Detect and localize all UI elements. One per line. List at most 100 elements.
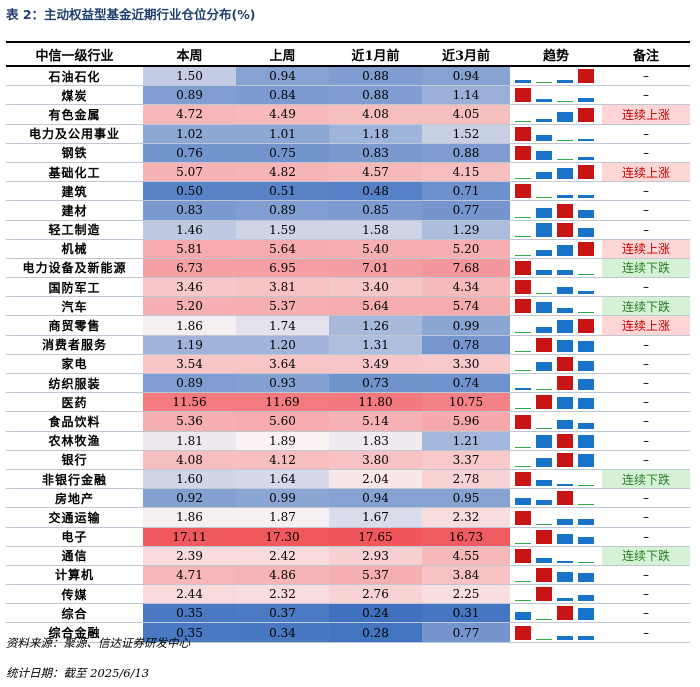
- trend-bar: [515, 216, 531, 218]
- table-row: 传媒 2.44 2.32 2.76 2.25 –: [6, 584, 690, 605]
- trend-sparkline: [510, 507, 602, 528]
- trend-bar: [578, 340, 594, 352]
- industry-name: 家电: [6, 354, 143, 375]
- trend-sparkline: [510, 603, 602, 624]
- trend-bar: [557, 560, 573, 563]
- trend-bar: [515, 299, 531, 314]
- trend-bar: [536, 249, 552, 256]
- industry-name: 传媒: [6, 584, 143, 605]
- value-last-week: 17.30: [236, 527, 329, 547]
- trend-bar: [557, 534, 573, 544]
- trend-sparkline: [510, 162, 602, 183]
- trend-bar: [557, 396, 573, 410]
- value-3-months-ago: 4.34: [422, 277, 510, 298]
- table-row: 机械 5.81 5.64 5.40 5.20 连续上涨: [6, 239, 690, 259]
- note-cell: –: [602, 200, 690, 221]
- trend-bar: [557, 320, 573, 333]
- trend-bar: [578, 209, 594, 218]
- value-last-week: 2.42: [236, 546, 329, 566]
- trend-bar: [557, 491, 573, 506]
- table-row: 石油石化 1.50 0.94 0.88 0.94–: [6, 66, 690, 87]
- trend-bar: [515, 414, 531, 429]
- industry-name: 银行: [6, 450, 143, 470]
- industry-name: 农林牧渔: [6, 431, 143, 451]
- value-last-week: 2.32: [236, 584, 329, 605]
- trend-bar: [515, 370, 531, 371]
- industry-name: 纺织服装: [6, 373, 143, 394]
- trend-bar: [578, 453, 594, 467]
- trend-bar: [578, 504, 594, 506]
- industry-name: 石油石化: [6, 66, 143, 87]
- trend-bar: [578, 107, 594, 122]
- table-row: 电力设备及新能源 6.73 6.95 7.01 7.68 连续下跌: [6, 258, 690, 279]
- value-this-week: 0.35: [143, 603, 236, 624]
- trend-sparkline: [510, 622, 602, 643]
- trend-sparkline: [510, 392, 602, 413]
- trend-bar: [557, 483, 573, 487]
- trend-bar: [536, 82, 552, 84]
- industry-name: 国防军工: [6, 277, 143, 298]
- table-row: 商贸零售 1.86 1.74 1.26 0.99 连续上涨: [6, 315, 690, 336]
- value-1-month-ago: 3.80: [329, 450, 422, 470]
- trend-bar: [557, 606, 573, 621]
- table-caption: 表 2：主动权益型基金近期行业仓位分布(%): [6, 7, 256, 22]
- value-3-months-ago: 3.37: [422, 450, 510, 470]
- trend-bar: [536, 619, 552, 621]
- value-last-week: 4.82: [236, 162, 329, 183]
- value-1-month-ago: 0.88: [329, 85, 422, 106]
- value-last-week: 3.64: [236, 354, 329, 375]
- table-row: 通信 2.39 2.42 2.93 4.55 连续下跌: [6, 546, 690, 566]
- value-last-week: 1.59: [236, 220, 329, 240]
- trend-bar: [557, 287, 573, 295]
- trend-bar: [515, 280, 531, 295]
- trend-bar: [515, 184, 531, 199]
- note-cell: 连续上涨: [602, 239, 690, 259]
- value-this-week: 1.86: [143, 507, 236, 528]
- trend-bar: [536, 529, 552, 544]
- trend-bar: [557, 419, 573, 429]
- trend-bar: [515, 235, 531, 237]
- trend-bar: [557, 222, 573, 237]
- value-1-month-ago: 3.49: [329, 354, 422, 375]
- note-cell: –: [602, 603, 690, 624]
- trend-bar: [536, 223, 552, 237]
- value-3-months-ago: 3.84: [422, 565, 510, 586]
- trend-bar: [536, 568, 552, 583]
- trend-bar: [578, 195, 594, 199]
- value-3-months-ago: 2.25: [422, 584, 510, 605]
- value-1-month-ago: 2.04: [329, 469, 422, 490]
- trend-bar: [578, 378, 594, 391]
- trend-bar: [515, 350, 531, 352]
- trend-sparkline: [510, 200, 602, 221]
- trend-bar: [515, 542, 531, 544]
- value-3-months-ago: 0.88: [422, 143, 510, 163]
- trend-bar: [578, 165, 594, 180]
- trend-bar: [536, 293, 552, 295]
- trend-bar: [557, 158, 573, 160]
- value-last-week: 5.60: [236, 411, 329, 432]
- industry-name: 通信: [6, 546, 143, 566]
- trend-bar: [536, 395, 552, 410]
- trend-bar: [536, 389, 552, 391]
- value-last-week: 3.81: [236, 277, 329, 298]
- trend-bar: [515, 261, 531, 276]
- trend-bar: [515, 498, 531, 506]
- note-cell: –: [602, 66, 690, 87]
- value-3-months-ago: 1.29: [422, 220, 510, 240]
- trend-sparkline: [510, 469, 602, 490]
- trend-bar: [515, 472, 531, 487]
- value-1-month-ago: 0.24: [329, 603, 422, 624]
- value-last-week: 0.75: [236, 143, 329, 163]
- trend-bar: [515, 611, 531, 621]
- trend-bar: [536, 301, 552, 314]
- value-3-months-ago: 1.21: [422, 431, 510, 451]
- table-header-row: 中信一级行业 本周 上周 近1月前 近3月前 趋势 备注: [6, 41, 690, 67]
- value-last-week: 0.99: [236, 488, 329, 509]
- trend-bar: [557, 376, 573, 391]
- industry-name: 建筑: [6, 181, 143, 202]
- trend-bar: [536, 119, 552, 122]
- trend-bar: [578, 594, 594, 602]
- trend-bar: [515, 178, 531, 180]
- value-1-month-ago: 0.48: [329, 181, 422, 202]
- value-3-months-ago: 4.05: [422, 104, 510, 125]
